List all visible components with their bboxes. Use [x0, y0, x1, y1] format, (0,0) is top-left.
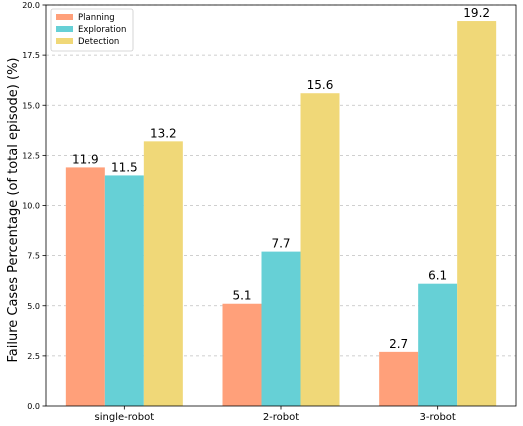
data-label: 11.5 [111, 160, 138, 174]
legend-swatch [56, 38, 73, 44]
legend-label: Planning [78, 13, 115, 23]
y-tick-label: 5.0 [27, 302, 40, 311]
data-label: 7.7 [271, 237, 290, 251]
bar-detection-2 [300, 93, 340, 406]
y-tick-label: 0.0 [27, 402, 40, 411]
bar-planning-2 [222, 303, 262, 406]
y-tick-label: 2.5 [27, 352, 40, 361]
y-tick-label: 12.5 [22, 151, 40, 160]
data-labels: 11.9 11.5 13.2 5.1 7.7 15.6 2.7 6.1 19.2 [72, 6, 490, 351]
bar-exploration-2 [261, 251, 301, 406]
y-tick-label: 17.5 [22, 51, 40, 60]
bar-exploration-3 [418, 283, 458, 406]
data-label: 11.9 [72, 152, 99, 166]
data-label: 13.2 [150, 126, 177, 140]
y-tick-label: 15.0 [22, 101, 40, 110]
bar-planning-3 [379, 351, 419, 406]
bar-planning-1 [65, 167, 105, 406]
data-label: 19.2 [463, 6, 490, 20]
legend-label: Exploration [78, 25, 126, 35]
plot-frame [45, 4, 517, 407]
x-tick-label: 3-robot [419, 412, 455, 423]
legend-label: Detection [78, 37, 119, 47]
data-label: 6.1 [428, 269, 447, 283]
data-label: 15.6 [307, 78, 334, 92]
legend-swatch [56, 14, 73, 20]
legend: Planning Exploration Detection [50, 8, 134, 52]
bar-exploration-1 [104, 175, 144, 406]
y-tick-label: 20.0 [22, 1, 40, 10]
data-label: 5.1 [232, 289, 251, 303]
y-axis-title: Failure Cases Percentage (of total episo… [6, 57, 21, 362]
bar-detection-3 [457, 21, 497, 406]
bar-detection-1 [143, 141, 183, 406]
axes: 0.0 2.5 5.0 7.5 10.0 12.5 15.0 17.5 20.0 single-r… [22, 1, 517, 423]
y-tick-label: 7.5 [27, 252, 40, 261]
data-label: 2.7 [389, 337, 408, 351]
bars [65, 21, 497, 406]
legend-swatch [56, 26, 73, 32]
x-tick-label: single-robot [95, 412, 155, 423]
x-tick-label: 2-robot [263, 412, 299, 423]
y-tick-label: 10.0 [22, 202, 40, 211]
